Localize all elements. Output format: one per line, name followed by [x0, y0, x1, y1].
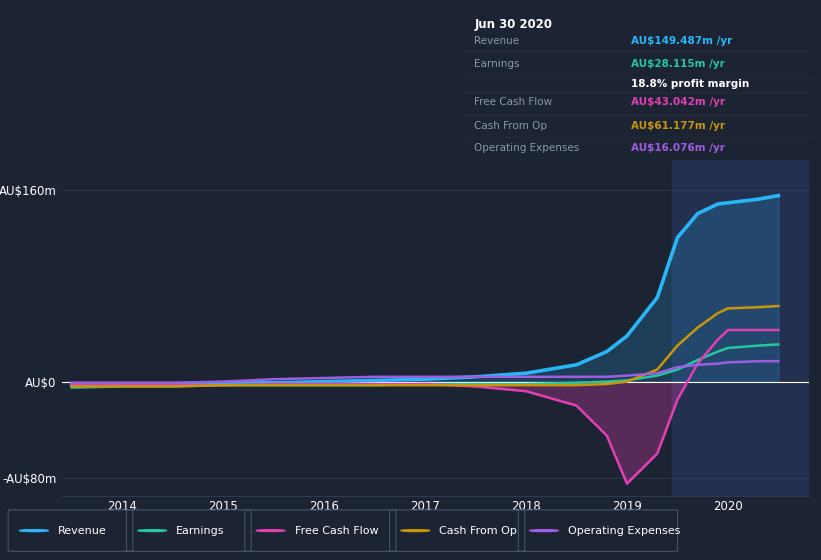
Text: AU$149.487m /yr: AU$149.487m /yr	[631, 36, 732, 46]
Circle shape	[401, 530, 430, 531]
Text: Revenue: Revenue	[475, 36, 520, 46]
Text: AU$43.042m /yr: AU$43.042m /yr	[631, 97, 725, 108]
Text: Earnings: Earnings	[475, 59, 520, 69]
Text: Free Cash Flow: Free Cash Flow	[475, 97, 553, 108]
Circle shape	[256, 530, 285, 531]
Text: Earnings: Earnings	[177, 526, 225, 535]
Circle shape	[530, 530, 558, 531]
Text: Operating Expenses: Operating Expenses	[475, 143, 580, 153]
Text: Operating Expenses: Operating Expenses	[568, 526, 681, 535]
Circle shape	[20, 530, 48, 531]
Text: AU$28.115m /yr: AU$28.115m /yr	[631, 59, 725, 69]
Text: AU$16.076m /yr: AU$16.076m /yr	[631, 143, 725, 153]
Circle shape	[138, 530, 167, 531]
Text: AU$61.177m /yr: AU$61.177m /yr	[631, 120, 725, 130]
Text: Free Cash Flow: Free Cash Flow	[295, 526, 378, 535]
Text: 18.8% profit margin: 18.8% profit margin	[631, 80, 750, 90]
Text: Jun 30 2020: Jun 30 2020	[475, 18, 553, 31]
Text: Cash From Op: Cash From Op	[439, 526, 517, 535]
Text: Revenue: Revenue	[58, 526, 107, 535]
Bar	[672, 160, 809, 496]
Text: Cash From Op: Cash From Op	[475, 120, 548, 130]
